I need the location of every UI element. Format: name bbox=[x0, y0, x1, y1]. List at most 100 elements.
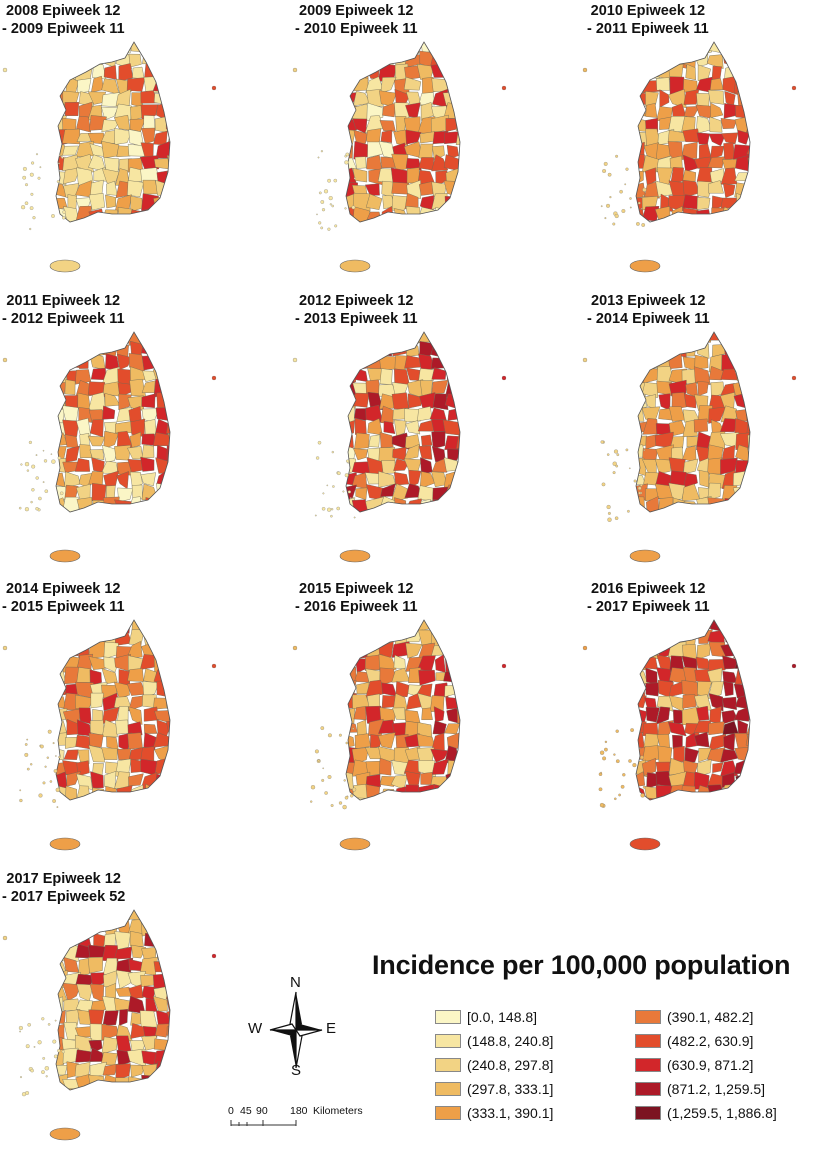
district bbox=[56, 628, 69, 647]
island bbox=[25, 183, 28, 187]
district bbox=[152, 54, 170, 68]
district bbox=[733, 510, 750, 512]
district bbox=[746, 419, 750, 434]
island bbox=[42, 449, 45, 452]
district bbox=[642, 418, 659, 435]
district bbox=[668, 482, 686, 501]
ulleung-island bbox=[211, 953, 217, 959]
district bbox=[642, 620, 661, 633]
district bbox=[87, 332, 104, 346]
district bbox=[346, 76, 357, 92]
district bbox=[166, 1077, 170, 1090]
legend-label: (482.2, 630.9] bbox=[667, 1033, 754, 1049]
district bbox=[457, 799, 460, 800]
district bbox=[697, 380, 709, 397]
district bbox=[457, 707, 460, 724]
district bbox=[431, 457, 448, 473]
district bbox=[139, 654, 158, 670]
district bbox=[101, 444, 118, 463]
district bbox=[102, 706, 120, 725]
island bbox=[613, 753, 616, 756]
district bbox=[444, 684, 460, 698]
peninsula-outline bbox=[635, 619, 751, 801]
district bbox=[353, 140, 370, 160]
district bbox=[65, 445, 80, 463]
district bbox=[443, 53, 459, 68]
district bbox=[79, 798, 94, 800]
district bbox=[56, 620, 65, 632]
district bbox=[63, 167, 81, 185]
scale-tick-45: 45 bbox=[240, 1105, 252, 1117]
island bbox=[601, 482, 606, 487]
district bbox=[167, 762, 170, 777]
island bbox=[604, 217, 607, 220]
district bbox=[391, 760, 410, 776]
district bbox=[140, 456, 155, 472]
district bbox=[346, 509, 356, 512]
map-panel-10: 2017 Epiweek 12 - 2017 Epiweek 52 bbox=[0, 868, 217, 1150]
island bbox=[318, 221, 322, 225]
district bbox=[733, 332, 750, 346]
district bbox=[409, 509, 423, 512]
island bbox=[55, 755, 57, 757]
district bbox=[444, 653, 460, 674]
island bbox=[599, 750, 605, 755]
district bbox=[456, 206, 460, 222]
island bbox=[619, 189, 623, 194]
island bbox=[64, 156, 66, 159]
district bbox=[351, 341, 371, 358]
district bbox=[128, 496, 143, 512]
island bbox=[604, 747, 608, 752]
district bbox=[405, 797, 422, 800]
district bbox=[459, 719, 460, 738]
district bbox=[657, 42, 672, 56]
district bbox=[720, 332, 738, 342]
panel-title-line1: 2013 Epiweek 12 bbox=[591, 293, 706, 309]
district bbox=[405, 158, 422, 171]
district bbox=[77, 749, 90, 764]
district bbox=[170, 1090, 182, 1104]
district bbox=[346, 708, 356, 725]
island bbox=[331, 450, 334, 454]
island bbox=[35, 454, 38, 456]
district bbox=[378, 355, 397, 371]
district bbox=[166, 219, 170, 222]
island bbox=[314, 514, 317, 517]
district bbox=[683, 458, 699, 475]
district bbox=[132, 66, 145, 80]
island bbox=[599, 802, 605, 808]
island bbox=[51, 214, 55, 218]
district bbox=[128, 773, 144, 787]
island bbox=[18, 506, 22, 510]
district bbox=[682, 694, 697, 709]
district bbox=[654, 458, 671, 474]
north-arrow: N S E W bbox=[240, 974, 350, 1080]
island bbox=[24, 507, 29, 512]
district bbox=[668, 352, 683, 369]
korea-map-4 bbox=[2, 331, 217, 563]
district bbox=[723, 42, 739, 56]
district bbox=[636, 509, 647, 512]
district bbox=[406, 167, 420, 184]
island bbox=[317, 440, 322, 445]
ulleung-island bbox=[211, 375, 217, 381]
district bbox=[431, 154, 449, 172]
district bbox=[364, 183, 380, 196]
district bbox=[696, 643, 711, 660]
district bbox=[166, 167, 170, 185]
district bbox=[459, 472, 460, 489]
district bbox=[746, 620, 750, 633]
district bbox=[128, 53, 142, 68]
district bbox=[642, 219, 660, 222]
island bbox=[337, 471, 341, 476]
district bbox=[418, 368, 437, 383]
island bbox=[47, 1023, 51, 1026]
district bbox=[706, 218, 724, 222]
district bbox=[165, 486, 170, 502]
district bbox=[723, 681, 734, 697]
island bbox=[636, 222, 640, 226]
district bbox=[748, 787, 750, 800]
panel-title: 2013 Epiweek 12 - 2014 Epiweek 11 bbox=[587, 292, 710, 328]
district bbox=[141, 444, 155, 459]
district bbox=[457, 642, 460, 659]
